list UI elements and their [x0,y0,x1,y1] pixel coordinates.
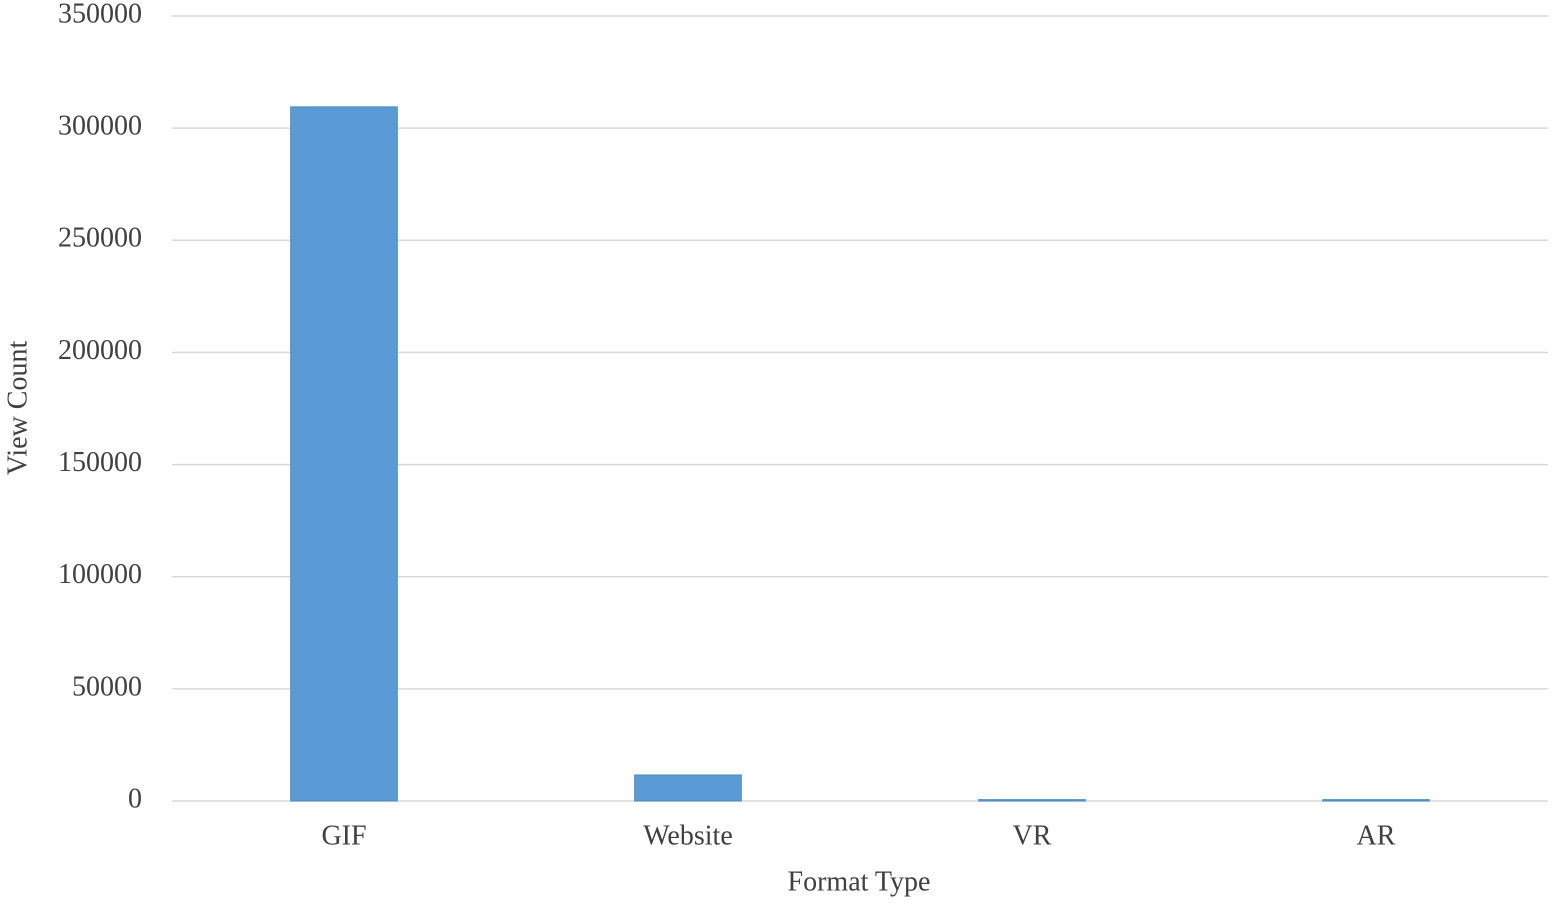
y-tick-label: 0 [128,783,142,814]
y-tick-label: 200000 [58,335,142,366]
x-tick-label: AR [1357,820,1396,851]
x-tick-label: VR [1013,820,1052,851]
y-tick-label: 350000 [58,0,142,29]
bar [1322,799,1430,802]
y-tick-label: 250000 [58,223,142,254]
y-tick-label: 100000 [58,559,142,590]
y-tick-label: 50000 [72,671,142,702]
y-tick-label: 300000 [58,111,142,142]
x-tick-label: Website [643,820,733,851]
bar [978,799,1086,802]
bar [634,774,742,802]
x-axis-label: Format Type [788,866,931,897]
y-axis-label: View Count [2,341,33,476]
y-tick-label: 150000 [58,447,142,478]
x-tick-label: GIF [321,820,366,851]
bar [290,106,398,802]
